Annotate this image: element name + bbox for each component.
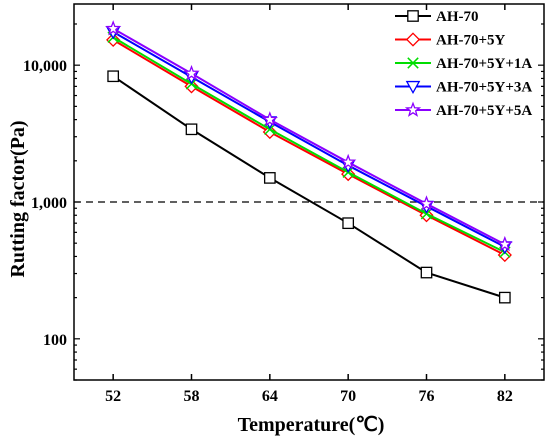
data-point — [105, 20, 122, 36]
x-tick-label: 64 — [262, 388, 278, 405]
data-point — [496, 235, 513, 252]
legend-marker — [407, 57, 419, 69]
data-point — [418, 195, 435, 211]
y-axis-title: Rutting factor(Pa) — [7, 120, 29, 277]
legend-marker — [405, 32, 421, 47]
legend-label: AH-70+5Y — [436, 33, 506, 49]
data-point — [261, 111, 278, 127]
x-tick-label: 58 — [184, 388, 200, 405]
legend-label: AH-70 — [436, 9, 479, 25]
data-point — [497, 247, 512, 263]
legend-label: AH-70+5Y+1A — [436, 56, 532, 72]
data-point — [107, 70, 120, 83]
data-point — [185, 123, 198, 136]
data-point — [263, 172, 276, 184]
series-line — [112, 31, 506, 248]
y-tick-label: 1,000 — [31, 195, 67, 212]
series-line — [112, 75, 506, 299]
data-point — [498, 291, 511, 304]
legend-entry: AH-70+5Y — [395, 32, 506, 49]
legend-marker — [404, 101, 422, 117]
plot-frame — [73, 3, 545, 381]
series-1 — [106, 32, 512, 263]
series-line — [112, 27, 506, 246]
data-point — [262, 124, 277, 140]
legend-entry: AH-70+5Y+1A — [395, 56, 532, 72]
legend-marker — [405, 80, 421, 95]
data-point — [342, 217, 355, 230]
data-point — [184, 79, 199, 94]
legend-entry: AH-70+5Y+5A — [395, 101, 532, 119]
legend-label: AH-70+5Y+3A — [436, 80, 532, 96]
series-4 — [105, 20, 513, 252]
data-point — [340, 153, 357, 170]
data-point — [183, 64, 200, 81]
x-tick-label: 70 — [340, 388, 356, 405]
data-point — [106, 32, 121, 48]
y-tick-label: 100 — [43, 332, 67, 349]
series-line — [112, 39, 506, 256]
legend-label: AH-70+5Y+5A — [436, 103, 532, 119]
x-tick-label: 76 — [419, 388, 435, 405]
data-point — [420, 266, 433, 279]
series-0 — [107, 70, 511, 304]
x-axis-title: Temperature(℃) — [238, 414, 385, 436]
legend-entry: AH-70+5Y+3A — [395, 80, 532, 96]
legend-marker — [407, 10, 419, 22]
x-tick-label: 82 — [497, 388, 513, 405]
y-tick-label: 10,000 — [23, 58, 67, 75]
legend-entry: AH-70 — [395, 9, 479, 25]
series-line — [112, 36, 506, 254]
x-tick-label: 52 — [105, 388, 121, 405]
